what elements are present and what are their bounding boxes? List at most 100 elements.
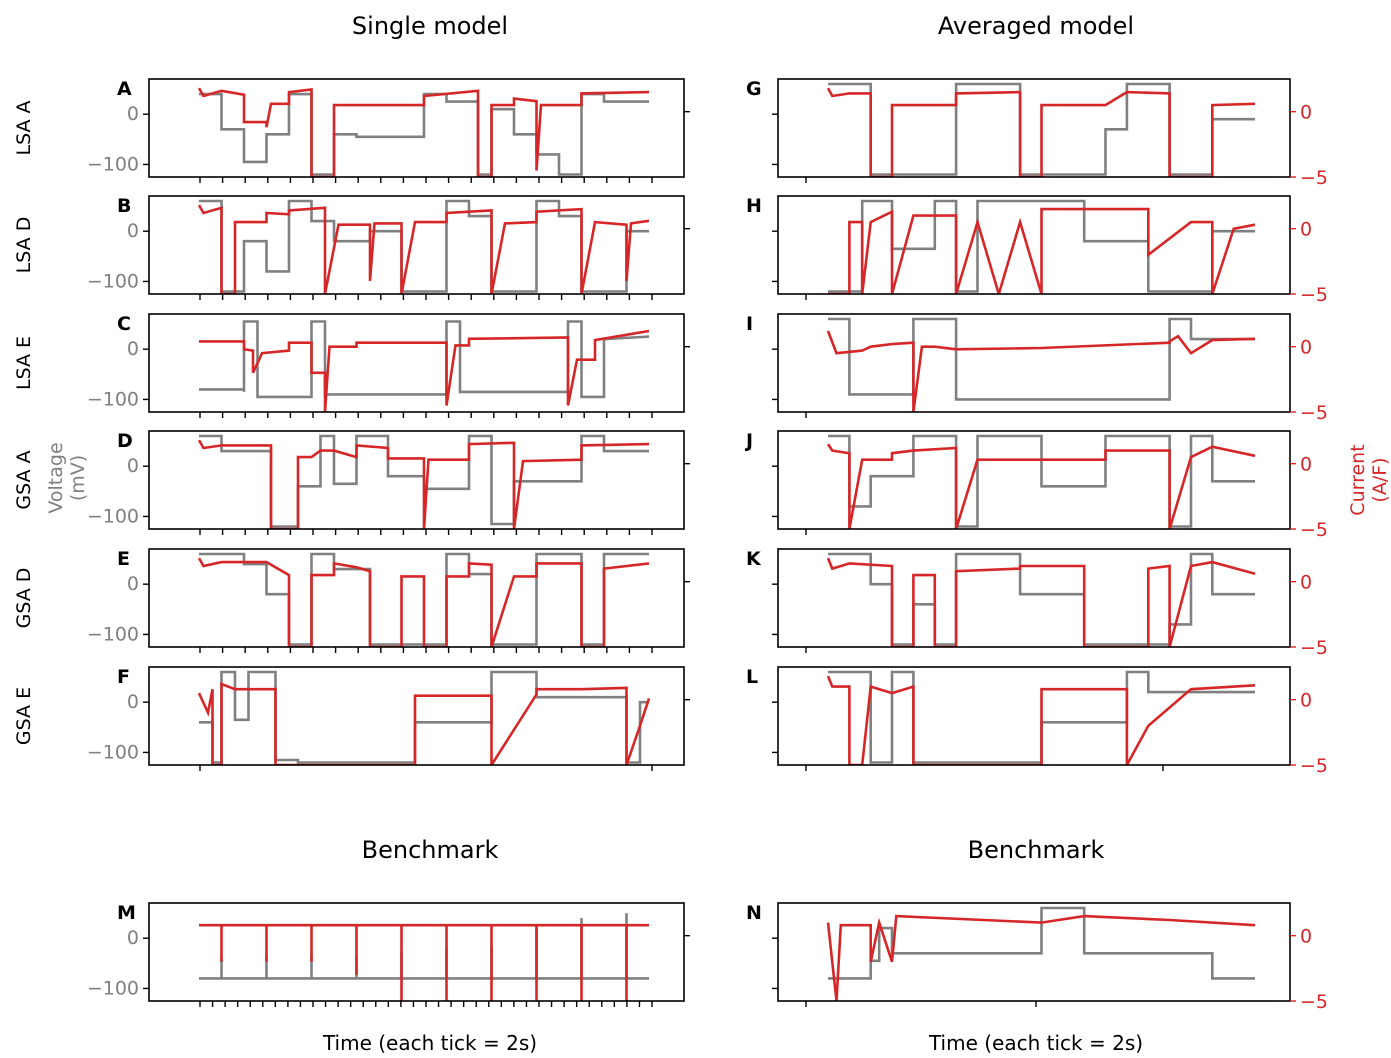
x-axis-label-right: Time (each tick = 2s) (928, 1031, 1143, 1054)
row-label: LSA E (13, 336, 35, 390)
current-trace (826, 87, 1256, 177)
row-label: LSA A (13, 100, 35, 155)
y2-tick-label: −5 (1300, 519, 1328, 541)
panel-label: H (746, 195, 762, 217)
axes-frame (777, 430, 1291, 530)
axes-frame (148, 548, 685, 648)
y2-tick-label: 0 (1300, 572, 1312, 594)
y-tick-label: −100 (87, 153, 139, 175)
axes-frame (148, 666, 685, 766)
col-title-averaged: Averaged model (938, 12, 1134, 40)
panel-label: B (117, 195, 131, 217)
y-tick-label: −100 (87, 270, 139, 292)
voltage-trace (199, 670, 649, 764)
panel-D: D 0 −100 (87, 430, 690, 535)
current-trace (826, 557, 1256, 647)
y2-tick-label: 0 (1300, 690, 1312, 712)
y2-tick-label: −5 (1300, 402, 1328, 424)
axes-frame (148, 195, 685, 295)
panel-label: M (117, 902, 136, 924)
panel-label: A (117, 78, 132, 100)
panel-G: G 0 −5 (746, 78, 1328, 189)
y-tick-label: 0 (127, 220, 139, 242)
bench-title-averaged: Benchmark (968, 836, 1105, 864)
x-axis-label-left: Time (each tick = 2s) (322, 1031, 537, 1054)
voltage-trace (828, 670, 1255, 764)
axes-frame (148, 902, 685, 1002)
current-trace (197, 439, 650, 529)
y2-tick-label: 0 (1300, 926, 1312, 948)
panel-A: A 0 −100 (87, 78, 690, 183)
current-trace (828, 207, 1256, 294)
voltage-trace (828, 82, 1255, 176)
col-title-single: Single model (352, 12, 508, 40)
panel-F: F 0 −100 (87, 666, 690, 771)
y2-tick-label: 0 (1300, 337, 1312, 359)
axes-frame (777, 666, 1291, 766)
current-trace (826, 914, 1256, 1001)
y-tick-label: −100 (87, 741, 139, 763)
panel-E: E 0 −100 (87, 548, 690, 653)
row-labels: LSA A LSA D LSA E GSA A GSA D GSA E (13, 100, 35, 745)
voltage-axis-label-line2: (mV) (67, 455, 89, 501)
panel-label: D (117, 430, 133, 452)
voltage-trace (828, 317, 1255, 401)
voltage-trace (199, 552, 649, 646)
y2-tick-label: 0 (1300, 454, 1312, 476)
bench-title-single: Benchmark (362, 836, 499, 864)
y-tick-label: 0 (127, 455, 139, 477)
current-trace (199, 923, 649, 1001)
panel-label: E (117, 548, 130, 570)
y-tick-label: 0 (127, 338, 139, 360)
y-tick-label: −100 (87, 623, 139, 645)
y-tick-label: 0 (127, 103, 139, 125)
axes-frame (148, 313, 685, 413)
panel-label: F (117, 666, 130, 688)
panel-M: M 0 −100 (87, 902, 690, 1007)
row-label: GSA A (13, 450, 35, 509)
current-trace (197, 557, 650, 647)
y2-tick-label: −5 (1300, 991, 1328, 1013)
panel-I: I 0 −5 (746, 313, 1328, 424)
panel-N: N 0 −5 (746, 902, 1328, 1013)
panel-C: C 0 −100 (87, 313, 690, 418)
row-label: LSA D (13, 217, 35, 274)
panel-label: G (746, 78, 762, 100)
y2-tick-label: 0 (1300, 219, 1312, 241)
voltage-trace (828, 906, 1255, 980)
current-axis-label-line2: (A/F) (1369, 457, 1391, 502)
panel-label: C (117, 313, 131, 335)
y-tick-label: −100 (87, 388, 139, 410)
panel-label: K (746, 548, 762, 570)
axes-frame (777, 313, 1291, 413)
y2-tick-label: −5 (1300, 755, 1328, 777)
panel-H: H 0 −5 (746, 195, 1328, 306)
panel-K: K 0 −5 (746, 548, 1328, 659)
current-trace (197, 204, 650, 294)
panel-J: J 0 −5 (744, 430, 1328, 541)
y2-tick-label: −5 (1300, 167, 1328, 189)
panel-L: L 0 −5 (746, 666, 1328, 777)
current-axis-label-line1: Current (1347, 444, 1369, 515)
panel-label: N (746, 902, 762, 924)
axes-frame (777, 195, 1291, 295)
voltage-trace (828, 199, 1255, 293)
axes-frame (777, 78, 1291, 178)
axes-frame (148, 430, 685, 530)
axes-frame (148, 78, 685, 178)
current-trace (197, 682, 651, 765)
y-tick-label: 0 (127, 927, 139, 949)
y-tick-label: −100 (87, 977, 139, 999)
current-trace (197, 87, 650, 177)
axes-frame (777, 548, 1291, 648)
row-label: GSA E (13, 687, 35, 745)
panels: A 0 −100 G 0 −5 B 0 −100 H 0 −5 C 0 −100 I 0 −5 D 0 −100 J 0 −5… (87, 78, 1328, 1013)
axes-frame (777, 902, 1291, 1002)
voltage-trace (828, 434, 1255, 528)
current-trace (199, 329, 650, 412)
voltage-axis-label-line1: Voltage (45, 442, 67, 513)
y2-tick-label: 0 (1300, 102, 1312, 124)
panel-label: J (744, 430, 753, 452)
